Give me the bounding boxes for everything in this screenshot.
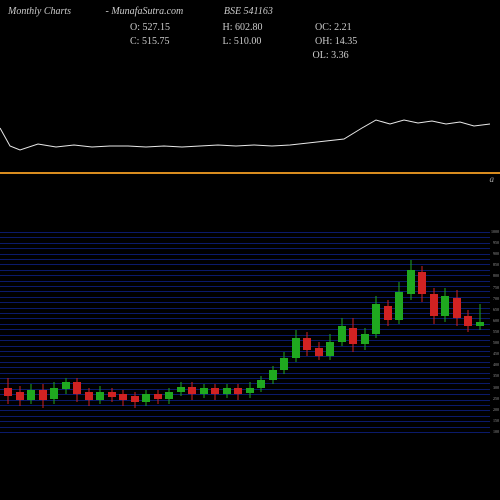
candle <box>280 232 288 432</box>
candle <box>407 232 415 432</box>
oc-stat: OC: 2.21 <box>315 22 405 33</box>
candle <box>62 232 70 432</box>
candle <box>200 232 208 432</box>
candle <box>257 232 265 432</box>
ticker-symbol: BSE 541163 <box>224 6 273 17</box>
separator-line <box>0 172 500 174</box>
candle <box>223 232 231 432</box>
candle <box>27 232 35 432</box>
candle <box>234 232 242 432</box>
site-name: MunafaSutra.com <box>111 6 211 17</box>
candle <box>154 232 162 432</box>
candle <box>39 232 47 432</box>
candle <box>4 232 12 432</box>
candle <box>361 232 369 432</box>
candle <box>326 232 334 432</box>
oh-stat: OH: 14.35 <box>315 36 405 47</box>
candle <box>108 232 116 432</box>
candle <box>384 232 392 432</box>
candle-series <box>0 232 490 432</box>
candle <box>464 232 472 432</box>
line-series <box>0 120 490 150</box>
candle <box>476 232 484 432</box>
candle <box>395 232 403 432</box>
candle <box>96 232 104 432</box>
candle <box>16 232 24 432</box>
candle <box>338 232 346 432</box>
candle <box>292 232 300 432</box>
candle <box>430 232 438 432</box>
candle <box>85 232 93 432</box>
header-dash: - <box>106 6 109 17</box>
candle <box>188 232 196 432</box>
candle <box>246 232 254 432</box>
candle <box>165 232 173 432</box>
candle <box>177 232 185 432</box>
line-chart <box>0 50 492 170</box>
small-mark: a <box>490 174 495 184</box>
close-stat: C: 515.75 <box>130 36 220 47</box>
candle <box>73 232 81 432</box>
stats-row-1: O: 527.15 H: 602.80 OC: 2.21 <box>130 22 405 33</box>
chart-title: Monthly Charts <box>8 6 103 17</box>
candle <box>418 232 426 432</box>
candle <box>441 232 449 432</box>
stats-row-2: C: 515.75 L: 510.00 OH: 14.35 <box>130 36 405 47</box>
candle <box>50 232 58 432</box>
candle <box>372 232 380 432</box>
candle <box>349 232 357 432</box>
high-stat: H: 602.80 <box>223 22 313 33</box>
open-stat: O: 527.15 <box>130 22 220 33</box>
y-axis-labels: 1000950900850800750700650600550500450400… <box>490 232 500 432</box>
candle <box>131 232 139 432</box>
candle <box>211 232 219 432</box>
candle <box>303 232 311 432</box>
candlestick-chart <box>0 232 490 432</box>
low-stat: L: 510.00 <box>223 36 313 47</box>
chart-header: Monthly Charts - MunafaSutra.com BSE 541… <box>8 6 492 17</box>
candle <box>315 232 323 432</box>
candle <box>453 232 461 432</box>
candle <box>119 232 127 432</box>
candle <box>269 232 277 432</box>
candle <box>142 232 150 432</box>
